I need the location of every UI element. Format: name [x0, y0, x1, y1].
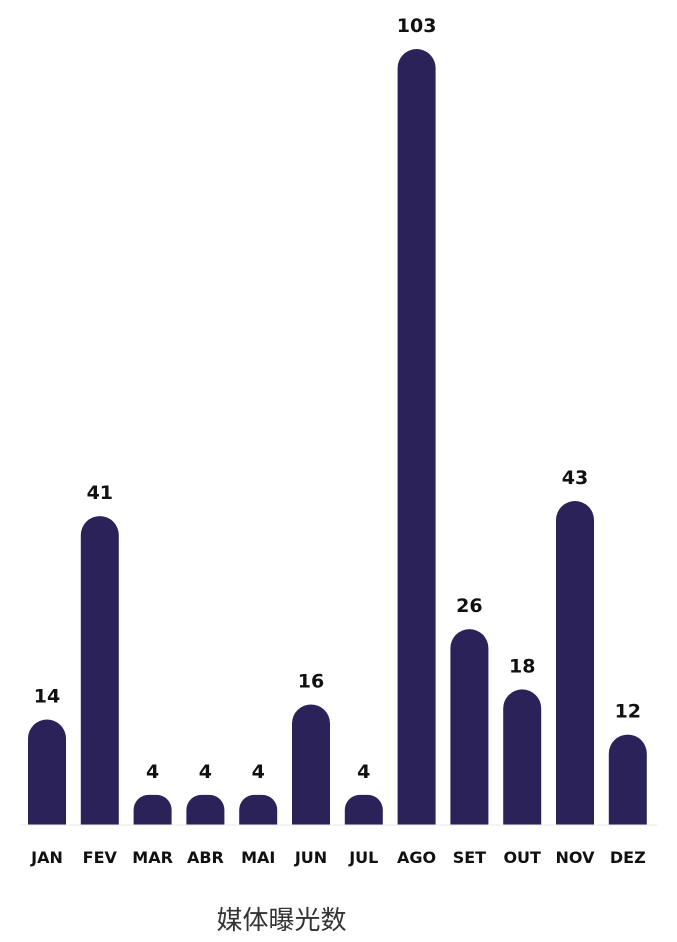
- x-tick-fev: FEV: [83, 848, 118, 867]
- bar-mai: [239, 794, 278, 825]
- x-tick-abr: ABR: [187, 848, 224, 867]
- value-label-dez: 12: [615, 701, 641, 723]
- x-tick-jun: JUN: [294, 848, 327, 867]
- x-tick-ago: AGO: [397, 848, 436, 867]
- bar-nov: [556, 501, 594, 825]
- bar-fev: [80, 516, 119, 825]
- bar-out: [503, 689, 542, 825]
- bar-chart: 14 41 4 4 4 16 4 103 26 18 43 12 JAN FEV MAR ABR MAI JUN…: [20, 15, 657, 867]
- value-label-set: 26: [456, 595, 482, 617]
- x-tick-jul: JUL: [348, 848, 378, 867]
- value-label-jan: 14: [34, 686, 60, 708]
- value-label-abr: 4: [199, 761, 212, 783]
- x-tick-out: OUT: [503, 848, 541, 867]
- value-label-mai: 4: [252, 761, 265, 783]
- bars-group: [28, 49, 647, 825]
- bar-jul: [344, 794, 383, 825]
- bar-mar: [133, 794, 172, 825]
- x-tick-jan: JAN: [30, 848, 63, 867]
- bar-abr: [186, 794, 225, 825]
- x-tick-mai: MAI: [241, 848, 275, 867]
- value-label-jun: 16: [298, 670, 324, 692]
- value-label-ago: 103: [397, 15, 437, 37]
- x-tick-dez: DEZ: [610, 848, 646, 867]
- value-labels-group: 14 41 4 4 4 16 4 103 26 18 43 12: [34, 15, 641, 783]
- x-tick-labels-group: JAN FEV MAR ABR MAI JUN JUL AGO SET OUT NOV DEZ: [30, 848, 646, 867]
- value-label-nov: 43: [562, 467, 588, 489]
- bar-dez: [608, 734, 647, 825]
- x-tick-mar: MAR: [132, 848, 173, 867]
- x-tick-nov: NOV: [556, 848, 596, 867]
- bar-jan: [28, 719, 66, 825]
- value-label-out: 18: [509, 655, 535, 677]
- bar-jun: [292, 704, 330, 825]
- value-label-fev: 41: [87, 482, 113, 504]
- value-label-mar: 4: [146, 761, 159, 783]
- x-axis-label: 媒体曝光数: [216, 906, 347, 936]
- bar-ago: [397, 49, 436, 825]
- x-tick-set: SET: [453, 848, 486, 867]
- value-label-jul: 4: [357, 761, 370, 783]
- bar-set: [450, 629, 489, 825]
